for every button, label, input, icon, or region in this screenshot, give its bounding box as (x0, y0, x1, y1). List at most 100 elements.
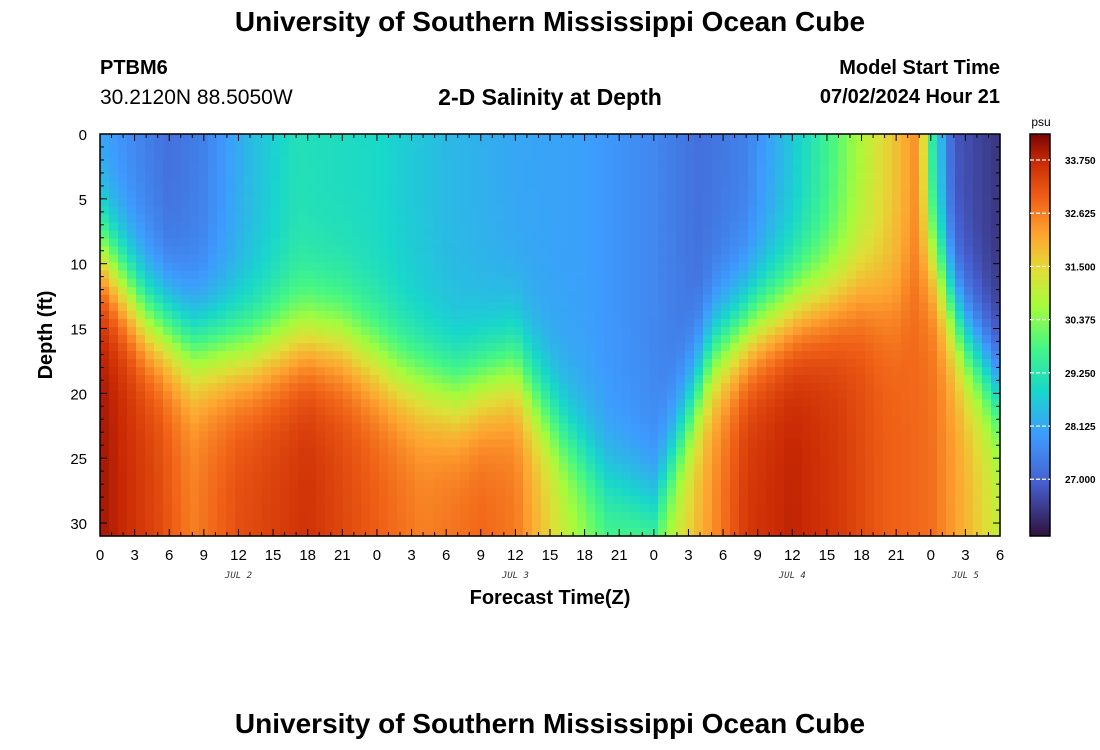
heatmap-cell (172, 431, 182, 441)
heatmap-cell (388, 359, 398, 368)
heatmap-cell (316, 270, 326, 280)
heatmap-cell (424, 527, 434, 537)
heatmap-cell (424, 142, 434, 151)
heatmap-cell (100, 142, 110, 151)
heatmap-cell (343, 383, 353, 392)
heatmap-cell (622, 527, 632, 537)
heatmap-cell (568, 294, 578, 304)
heatmap-cell (748, 166, 758, 175)
heatmap-cell (388, 190, 398, 199)
heatmap-cell (352, 150, 362, 159)
heatmap-cell (955, 479, 965, 489)
heatmap-cell (910, 294, 920, 304)
heatmap-cell (964, 511, 974, 521)
heatmap-cell (784, 495, 794, 505)
heatmap-cell (271, 503, 281, 513)
heatmap-cell (298, 142, 308, 151)
heatmap-cell (406, 294, 416, 304)
heatmap-cell (496, 158, 506, 167)
heatmap-cell (100, 158, 110, 167)
heatmap-cell (802, 198, 812, 207)
heatmap-cell (802, 174, 812, 183)
heatmap-cell (595, 294, 605, 304)
heatmap-cell (325, 487, 335, 497)
heatmap-cell (100, 182, 110, 191)
heatmap-cell (406, 407, 416, 416)
heatmap-cell (757, 190, 767, 199)
heatmap-cell (271, 166, 281, 175)
heatmap-cell (658, 238, 668, 248)
heatmap-cell (676, 351, 686, 360)
heatmap-cell (100, 391, 110, 400)
heatmap-cell (316, 174, 326, 183)
heatmap-cell (397, 238, 407, 248)
heatmap-cell (919, 134, 929, 143)
heatmap-cell (685, 407, 695, 416)
heatmap-cell (217, 343, 227, 352)
heatmap-cell (658, 503, 668, 513)
heatmap-cell (712, 246, 722, 256)
heatmap-cell (307, 238, 317, 248)
heatmap-cell (946, 391, 956, 400)
heatmap-cell (280, 134, 290, 143)
heatmap-cell (388, 503, 398, 513)
heatmap-cell (298, 335, 308, 344)
heatmap-cell (748, 182, 758, 191)
heatmap-cell (658, 415, 668, 425)
heatmap-cell (892, 503, 902, 513)
heatmap-cell (460, 198, 470, 207)
heatmap-cell (478, 519, 488, 529)
heatmap-cell (487, 463, 497, 473)
heatmap-cell (298, 270, 308, 280)
heatmap-cell (703, 335, 713, 344)
heatmap-cell (928, 262, 938, 272)
heatmap-cell (829, 214, 839, 224)
heatmap-cell (793, 246, 803, 256)
heatmap-cell (631, 431, 641, 441)
heatmap-cell (622, 423, 632, 433)
heatmap-cell (883, 198, 893, 207)
heatmap-cell (469, 150, 479, 159)
heatmap-cell (172, 318, 182, 328)
heatmap-cell (919, 326, 929, 336)
heatmap-cell (199, 222, 209, 232)
heatmap-cell (415, 278, 425, 288)
heatmap-cell (937, 246, 947, 256)
heatmap-cell (892, 471, 902, 481)
heatmap-cell (379, 431, 389, 441)
heatmap-cell (667, 495, 677, 505)
heatmap-cell (730, 375, 740, 384)
heatmap-cell (514, 278, 524, 288)
heatmap-cell (514, 463, 524, 473)
heatmap-cell (586, 134, 596, 143)
heatmap-cell (460, 399, 470, 408)
heatmap-cell (289, 230, 299, 240)
heatmap-cell (892, 326, 902, 336)
heatmap-cell (748, 439, 758, 449)
heatmap-cell (640, 335, 650, 344)
heatmap-cell (424, 230, 434, 240)
heatmap-cell (946, 174, 956, 183)
heatmap-cell (748, 399, 758, 408)
heatmap-cell (685, 439, 695, 449)
heatmap-cell (127, 503, 137, 513)
heatmap-cell (622, 286, 632, 296)
heatmap-cell (217, 198, 227, 207)
heatmap-cell (505, 294, 515, 304)
heatmap-cell (577, 230, 587, 240)
heatmap-cell (883, 270, 893, 280)
heatmap-cell (811, 142, 821, 151)
heatmap-cell (631, 407, 641, 416)
heatmap-cell (181, 326, 191, 336)
heatmap-cell (388, 198, 398, 207)
heatmap-cell (775, 294, 785, 304)
heatmap-cell (109, 511, 119, 521)
heatmap-cell (253, 286, 263, 296)
heatmap-cell (163, 335, 173, 344)
heatmap-cell (901, 134, 911, 143)
heatmap-cell (631, 439, 641, 449)
heatmap-cell (676, 375, 686, 384)
heatmap-cell (496, 294, 506, 304)
heatmap-cell (199, 198, 209, 207)
heatmap-cell (496, 230, 506, 240)
